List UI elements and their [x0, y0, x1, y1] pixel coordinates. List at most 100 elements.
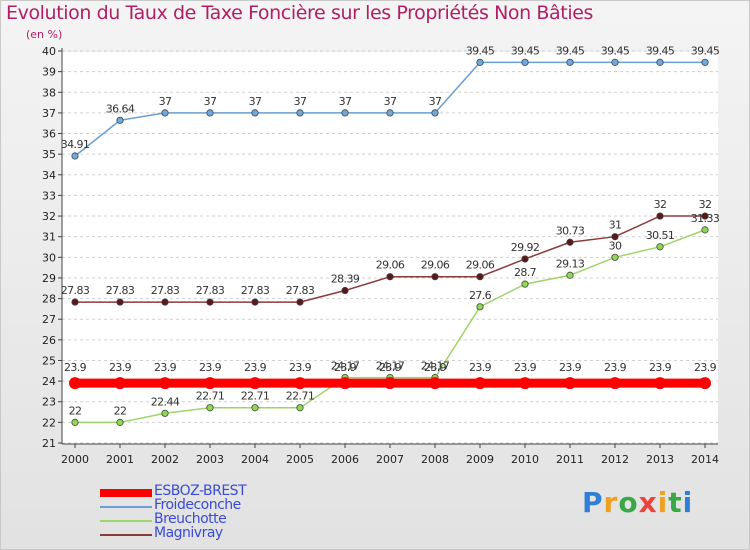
data-label-magnivray: 32 [699, 198, 712, 211]
x-tick-label: 2001 [106, 453, 134, 466]
data-label-froideconche: 37 [204, 95, 217, 108]
data-label-froideconche: 39.45 [646, 44, 675, 57]
y-tick-label: 39 [42, 66, 56, 79]
data-label-breuchotte: 24.17 [421, 360, 450, 373]
data-label-esboz-brest: 23.9 [109, 361, 132, 374]
y-tick-label: 38 [42, 86, 56, 99]
data-label-esboz-brest: 23.9 [379, 361, 402, 374]
data-point-esboz-brest [564, 377, 576, 390]
data-label-esboz-brest: 23.9 [334, 361, 357, 374]
data-point-magnivray [161, 298, 169, 306]
data-point-esboz-brest [519, 377, 531, 390]
legend-label: Magnivray [154, 525, 223, 541]
data-label-magnivray: 31 [609, 219, 622, 232]
data-label-magnivray: 27.83 [106, 284, 135, 297]
data-label-esboz-brest: 23.9 [649, 361, 672, 374]
x-tick-label: 2011 [556, 453, 584, 466]
legend-label: Breuchotte [154, 511, 227, 527]
data-point-froideconche [386, 109, 394, 117]
data-point-breuchotte [656, 243, 664, 251]
x-tick-label: 2009 [466, 453, 494, 466]
y-tick-label: 24 [42, 375, 56, 388]
data-label-esboz-brest: 23.9 [64, 361, 87, 374]
data-point-magnivray [656, 212, 664, 220]
data-label-froideconche: 39.45 [691, 44, 720, 57]
data-point-froideconche [566, 58, 574, 66]
data-point-froideconche [476, 58, 484, 66]
x-tick-label: 2000 [61, 453, 89, 466]
data-point-esboz-brest [114, 377, 126, 390]
data-point-breuchotte [611, 253, 619, 261]
data-point-esboz-brest [339, 377, 351, 390]
data-label-breuchotte: 22.44 [151, 395, 180, 408]
data-label-breuchotte: 24.17 [331, 360, 360, 373]
y-tick-label: 32 [42, 210, 56, 223]
data-label-esboz-brest: 23.9 [154, 361, 177, 374]
data-label-esboz-brest: 23.9 [469, 361, 492, 374]
y-tick-label: 33 [42, 189, 56, 202]
data-label-magnivray: 29.92 [511, 241, 540, 254]
y-tick-label: 40 [42, 45, 56, 58]
x-tick-label: 2002 [151, 453, 179, 466]
y-tick-label: 34 [42, 169, 56, 182]
data-label-esboz-brest: 23.9 [199, 361, 222, 374]
data-label-froideconche: 36.64 [106, 102, 135, 115]
data-label-breuchotte: 28.7 [514, 266, 537, 279]
y-tick-label: 23 [42, 396, 56, 409]
proxiti-logo: Proxiti [582, 486, 693, 519]
data-point-froideconche [341, 109, 349, 117]
data-label-froideconche: 39.45 [466, 44, 495, 57]
data-point-magnivray [71, 298, 79, 306]
data-point-breuchotte [71, 418, 79, 426]
data-point-froideconche [521, 58, 529, 66]
logo-letter: o [618, 486, 639, 519]
data-point-froideconche [431, 109, 439, 117]
legend-label: Froideconche [154, 497, 241, 513]
y-tick-label: 35 [42, 148, 56, 161]
data-point-froideconche [701, 58, 709, 66]
data-point-magnivray [611, 233, 619, 241]
data-point-froideconche [116, 116, 124, 124]
data-label-esboz-brest: 23.9 [559, 361, 582, 374]
data-point-magnivray [296, 298, 304, 306]
logo-letter: t [668, 486, 683, 519]
x-tick-label: 2008 [421, 453, 449, 466]
data-label-magnivray: 29.06 [421, 259, 450, 272]
data-point-magnivray [251, 298, 259, 306]
data-point-breuchotte [701, 226, 709, 234]
data-label-breuchotte: 31.33 [691, 212, 720, 225]
data-label-magnivray: 29.06 [466, 259, 495, 272]
data-point-breuchotte [116, 418, 124, 426]
data-label-froideconche: 37 [384, 95, 397, 108]
x-tick-label: 2004 [241, 453, 269, 466]
data-point-froideconche [251, 109, 259, 117]
data-label-breuchotte: 22.71 [286, 390, 315, 403]
data-point-magnivray [206, 298, 214, 306]
data-label-breuchotte: 29.13 [556, 257, 585, 270]
x-tick-label: 2007 [376, 453, 404, 466]
logo-letter: P [582, 486, 604, 519]
data-label-magnivray: 27.83 [286, 284, 315, 297]
y-tick-label: 36 [42, 128, 56, 141]
data-label-esboz-brest: 23.9 [289, 361, 312, 374]
data-point-esboz-brest [384, 377, 396, 390]
y-tick-label: 25 [42, 354, 56, 367]
x-tick-label: 2013 [646, 453, 674, 466]
data-label-esboz-brest: 23.9 [514, 361, 537, 374]
data-label-magnivray: 29.06 [376, 259, 405, 272]
data-label-froideconche: 37 [429, 95, 442, 108]
y-tick-label: 28 [42, 293, 56, 306]
data-label-froideconche: 37 [249, 95, 262, 108]
data-label-froideconche: 37 [159, 95, 172, 108]
data-label-magnivray: 30.73 [556, 224, 585, 237]
data-label-breuchotte: 22 [69, 404, 82, 417]
data-point-breuchotte [161, 409, 169, 417]
data-point-magnivray [476, 273, 484, 281]
data-label-esboz-brest: 23.9 [244, 361, 267, 374]
data-label-esboz-brest: 23.9 [424, 361, 447, 374]
data-point-breuchotte [521, 280, 529, 288]
data-label-breuchotte: 22.71 [241, 390, 270, 403]
y-tick-label: 22 [42, 416, 56, 429]
data-point-breuchotte [566, 271, 574, 279]
